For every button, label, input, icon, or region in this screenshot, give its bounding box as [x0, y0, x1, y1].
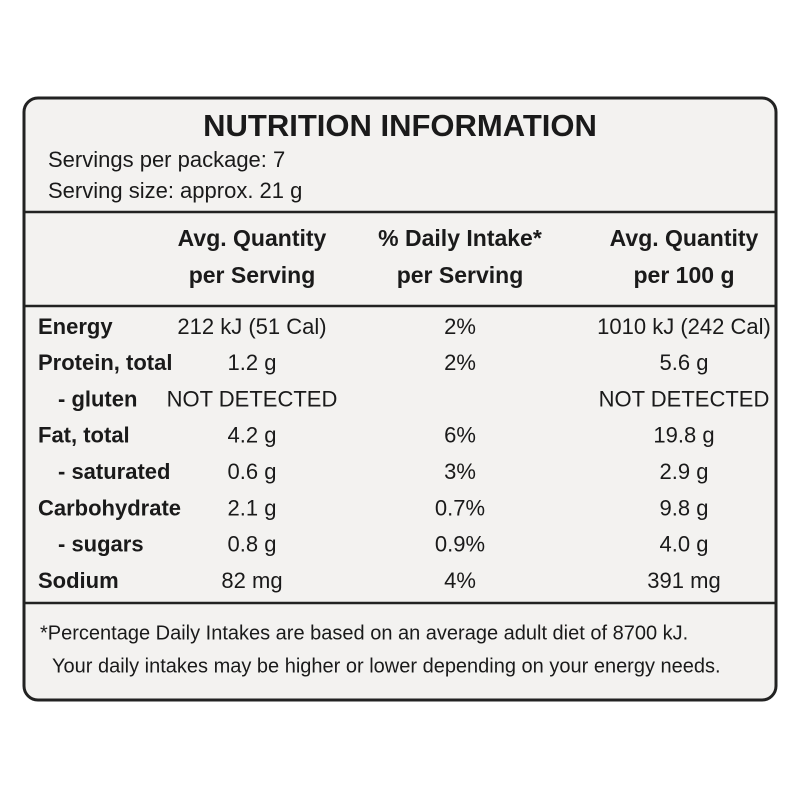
column-header: per 100 g — [634, 262, 735, 288]
column-header: Avg. Quantity — [178, 225, 327, 251]
cell-value: 2.9 g — [660, 459, 709, 484]
serving-size: Serving size: approx. 21 g — [48, 178, 302, 203]
cell-value: 9.8 g — [660, 495, 709, 520]
nutrient-name: - sugars — [58, 532, 144, 557]
footnote: *Percentage Daily Intakes are based on a… — [40, 622, 688, 644]
nutrient-name: Fat, total — [38, 423, 130, 448]
column-header: per Serving — [189, 262, 316, 288]
cell-value: 212 kJ (51 Cal) — [177, 314, 326, 339]
cell-value: 0.6 g — [228, 459, 277, 484]
cell-value: NOT DETECTED — [167, 386, 338, 411]
cell-value: 82 mg — [221, 568, 282, 593]
cell-value: 1010 kJ (242 Cal) — [597, 314, 771, 339]
cell-value: 4.0 g — [660, 532, 709, 557]
cell-value: NOT DETECTED — [599, 386, 770, 411]
title: NUTRITION INFORMATION — [203, 108, 597, 143]
cell-value: 2.1 g — [228, 495, 277, 520]
column-header: % Daily Intake* — [378, 225, 542, 251]
cell-value: 2% — [444, 314, 476, 339]
cell-value: 3% — [444, 459, 476, 484]
column-header: per Serving — [397, 262, 524, 288]
cell-value: 6% — [444, 423, 476, 448]
cell-value: 0.7% — [435, 495, 485, 520]
label-frame — [22, 96, 778, 702]
cell-value: 4% — [444, 568, 476, 593]
nutrient-name: Carbohydrate — [38, 495, 181, 520]
footnote: Your daily intakes may be higher or lowe… — [52, 655, 721, 677]
nutrient-name: Energy — [38, 314, 113, 339]
nutrient-name: - saturated — [58, 459, 170, 484]
cell-value: 19.8 g — [653, 423, 714, 448]
cell-value: 0.9% — [435, 532, 485, 557]
cell-value: 391 mg — [647, 568, 720, 593]
nutrient-name: Sodium — [38, 568, 119, 593]
cell-value: 1.2 g — [228, 350, 277, 375]
servings: Servings per package: 7 — [48, 147, 285, 172]
nutrient-name: - gluten — [58, 386, 137, 411]
cell-value: 5.6 g — [660, 350, 709, 375]
cell-value: 0.8 g — [228, 532, 277, 557]
column-header: Avg. Quantity — [610, 225, 759, 251]
cell-value: 2% — [444, 350, 476, 375]
cell-value: 4.2 g — [228, 423, 277, 448]
nutrient-name: Protein, total — [38, 350, 172, 375]
